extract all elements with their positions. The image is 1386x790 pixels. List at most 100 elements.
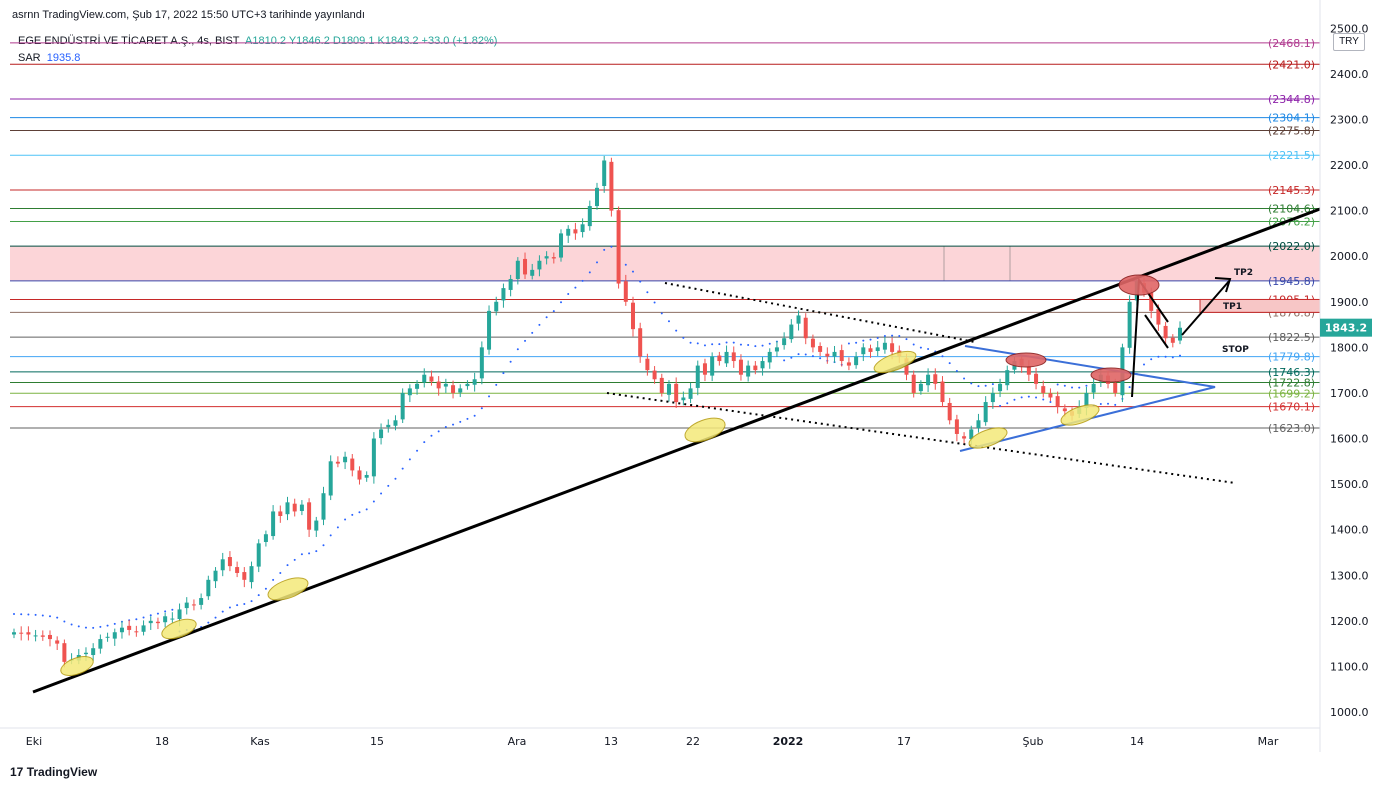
sar-dot [596,261,598,264]
candle-body [55,640,60,644]
candle-body [630,302,635,330]
candle-body [407,388,412,396]
time-tick: Eki [26,735,42,748]
candle-body [659,377,664,393]
time-tick: 17 [897,735,911,748]
candle-body [609,161,614,211]
level-label: (2145.3) [1268,184,1315,197]
sar-dots [13,245,1181,633]
sar-dot [452,423,455,426]
candle-body [12,632,16,635]
sar-dot [164,610,167,613]
sar-dot [1006,402,1009,405]
dotted-upper-line [664,282,976,343]
sar-dot [603,248,606,251]
sar-dot [725,341,728,344]
candle-body [357,470,362,480]
level-label: (2344.8) [1268,93,1315,106]
candle-body [472,379,477,385]
footer-label: TradingView [26,765,98,779]
level-label: (2421.0) [1268,58,1315,71]
tradingview-logo[interactable]: 17 TradingView [10,765,97,779]
candle-body [508,278,513,290]
sar-dot [77,625,80,628]
currency-badge[interactable]: TRY [1333,33,1365,51]
sar-dot [581,279,584,282]
candle-body [465,383,470,387]
candle-body [774,347,779,352]
highlight-ellipse [684,417,726,443]
candle-body [638,328,643,357]
candle-body [523,258,528,275]
candle-body [429,376,434,382]
candle-body [854,356,859,366]
candle-body [26,632,31,635]
level-label: (2304.1) [1268,112,1315,125]
arrow-head [1214,277,1232,293]
level-label: (1722.8) [1268,377,1315,390]
candle-body [1113,382,1118,393]
symbol-name[interactable]: EGE ENDÜSTRİ VE TİCARET A.Ş., 4s, BIST [18,35,240,47]
axes: 1000.0 1100.0 1200.0 1300.0 1400.0 1500.0 1600… [0,0,1372,752]
level-label: (1822.5) [1268,331,1315,344]
candle-body [846,362,851,366]
sar-dot [797,353,800,356]
last-price-label: 1843.2 [1325,322,1367,335]
candle-body [782,338,787,346]
candle-body [163,616,168,623]
sar-dot [387,484,390,487]
sar-dot [703,344,706,347]
resistance-zone-rect [10,246,1320,281]
horizontal-levels: (2468.1) (2421.0) (2344.8) (2304.1)(2275.8)… [10,37,1320,435]
level-label: (1623.0) [1268,422,1315,435]
price-tick: 1900.0 [1330,296,1369,309]
sar-dot [639,280,642,283]
candle-body [321,493,326,520]
sar-dot [329,534,332,537]
sar-dot [567,292,570,295]
sar-dot [423,441,426,444]
sar-dot [955,370,958,373]
candle-body [479,347,484,379]
candle-body [393,420,398,426]
sar-dot [739,343,742,346]
sar-dot [675,329,678,332]
candle-body [724,351,729,364]
sar-dot [1179,354,1181,357]
candle-body [731,352,736,362]
symbol-legend: EGE ENDÜSTRİ VE TİCARET A.Ş., 4s, BIST A… [18,35,497,47]
sar-dot [207,621,210,624]
sar-dot [991,383,994,386]
candle-body [580,224,585,233]
sar-dot [142,616,145,619]
sar-dot [560,301,563,304]
candle-body [371,438,376,477]
sar-dot [358,511,361,514]
candle-body [1026,366,1031,375]
sar-dot [667,320,670,323]
sar-dot [811,355,814,358]
candle-body [767,351,772,363]
candle-body [595,187,599,207]
drawings: TP2 TP1 STOP [32,207,1321,694]
candle-body [882,342,887,350]
candle-body [112,632,117,639]
sar-dot [1164,355,1167,358]
sar-dot [156,612,159,615]
candle-body [451,385,456,393]
sar-dot [552,310,555,313]
sar-dot [1157,355,1160,358]
candle-body [954,419,959,434]
candle-body [235,567,240,573]
candle-body [1062,408,1067,412]
sar-dot [236,604,239,607]
candle-body [83,652,88,655]
price-tick: 2500.0 [1330,22,1369,35]
triangle-pattern [959,345,1216,452]
sar-dot [20,613,23,616]
sar-dot [761,344,764,347]
indicator-name[interactable]: SAR [18,52,41,64]
sar-dot [819,357,822,360]
candle-body [559,233,564,258]
